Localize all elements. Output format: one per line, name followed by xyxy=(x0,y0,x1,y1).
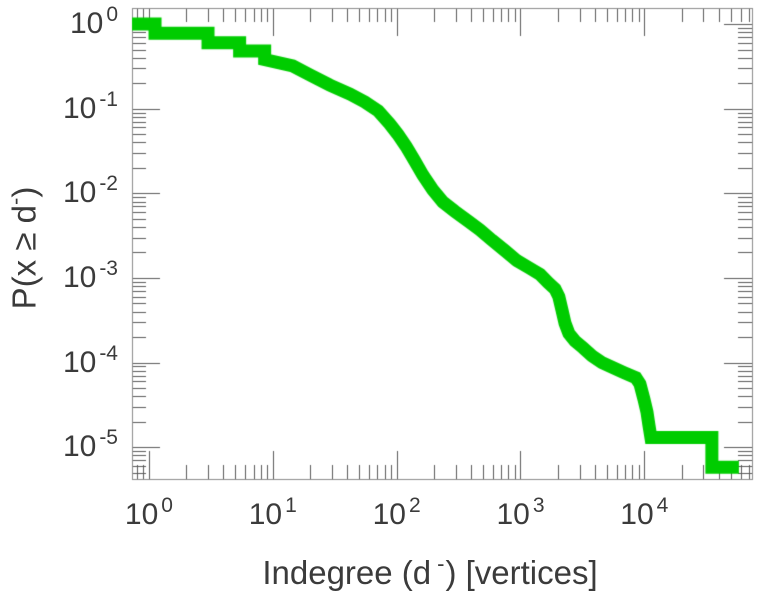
x-axis-title-text: Indegree (d xyxy=(262,554,432,591)
x-tick-label: 10 3 xyxy=(496,495,544,531)
y-tick-label: 10 -2 xyxy=(62,173,118,210)
y-tick-label-exponent: -4 xyxy=(99,341,118,365)
x-tick-label-exponent: 4 xyxy=(656,494,669,517)
y-tick-label-base: 10 xyxy=(62,176,97,210)
y-axis-title: P(x ≥ d-) xyxy=(3,186,43,310)
x-axis-title-superscript: - xyxy=(437,551,445,576)
y-tick-label-base: 10 xyxy=(62,260,97,294)
x-tick-label: 10 2 xyxy=(372,495,421,531)
x-axis-title: Indegree (d -) [vertices] xyxy=(262,553,598,591)
x-tick-label-exponent: 0 xyxy=(161,494,173,517)
x-tick-label-exponent: 3 xyxy=(532,494,545,517)
x-tick-label: 10 0 xyxy=(124,495,173,531)
y-tick-label-exponent: -1 xyxy=(99,87,118,111)
y-tick-label-exponent: 0 xyxy=(106,3,118,27)
y-tick-label-exponent: -3 xyxy=(99,256,118,280)
x-axis-title-text: ) [vertices] xyxy=(445,554,598,591)
y-tick-label-exponent: -5 xyxy=(99,426,118,450)
y-axis-title-superscript: - xyxy=(2,197,28,206)
y-tick-label-base: 10 xyxy=(62,91,97,125)
y-axis-title-text: P(x ≥ d xyxy=(5,205,43,310)
x-tick-label: 10 1 xyxy=(248,495,297,531)
x-tick-label-exponent: 2 xyxy=(408,494,421,517)
x-tick-label: 10 4 xyxy=(620,495,668,531)
x-tick-label-base: 10 xyxy=(124,498,159,531)
y-tick-label-base: 10 xyxy=(69,7,104,41)
x-tick-label-base: 10 xyxy=(496,498,530,531)
y-tick-label: 10 -4 xyxy=(62,343,118,379)
x-tick-label-base: 10 xyxy=(620,498,654,531)
y-tick-label: 10 0 xyxy=(69,4,118,41)
y-tick-label-base: 10 xyxy=(62,345,97,379)
x-tick-label-base: 10 xyxy=(372,498,406,531)
x-tick-label-base: 10 xyxy=(248,498,283,531)
y-tick-label: 10 -1 xyxy=(62,89,118,125)
y-axis-title-text: ) xyxy=(5,186,43,198)
x-tick-label-exponent: 1 xyxy=(285,494,297,517)
y-tick-label: 10 -5 xyxy=(62,427,118,464)
y-tick-label-exponent: -2 xyxy=(99,172,118,196)
y-tick-label: 10 -3 xyxy=(62,258,118,294)
y-tick-label-base: 10 xyxy=(62,430,97,464)
